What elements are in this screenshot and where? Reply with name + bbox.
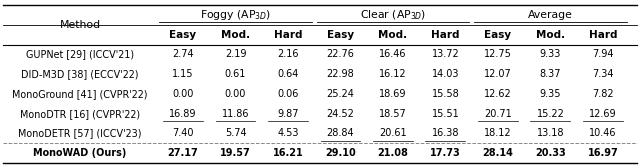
- Text: 19.57: 19.57: [220, 148, 251, 158]
- Text: Method: Method: [60, 20, 100, 30]
- Text: 9.87: 9.87: [277, 109, 299, 119]
- Text: 16.38: 16.38: [432, 128, 459, 138]
- Text: Average: Average: [528, 10, 573, 20]
- Text: Easy: Easy: [327, 30, 354, 40]
- Text: 11.86: 11.86: [222, 109, 249, 119]
- Text: 17.73: 17.73: [430, 148, 461, 158]
- Text: 7.94: 7.94: [592, 49, 614, 59]
- Text: Easy: Easy: [170, 30, 196, 40]
- Text: 4.53: 4.53: [277, 128, 299, 138]
- Text: 16.21: 16.21: [273, 148, 303, 158]
- Text: 16.97: 16.97: [588, 148, 618, 158]
- Text: 0.61: 0.61: [225, 69, 246, 79]
- Text: 18.69: 18.69: [380, 89, 406, 99]
- Text: 22.98: 22.98: [326, 69, 355, 79]
- Text: 0.64: 0.64: [277, 69, 299, 79]
- Text: 7.82: 7.82: [592, 89, 614, 99]
- Text: MonoGround [41] (CVPR'22): MonoGround [41] (CVPR'22): [12, 89, 148, 99]
- Text: 16.89: 16.89: [170, 109, 196, 119]
- Text: MonoDTR [16] (CVPR'22): MonoDTR [16] (CVPR'22): [20, 109, 140, 119]
- Text: 7.34: 7.34: [592, 69, 614, 79]
- Text: Foggy (AP$_{3D}$): Foggy (AP$_{3D}$): [200, 8, 271, 22]
- Text: 0.06: 0.06: [277, 89, 299, 99]
- Text: 14.03: 14.03: [432, 69, 459, 79]
- Text: 24.52: 24.52: [326, 109, 355, 119]
- Text: Clear (AP$_{3D}$): Clear (AP$_{3D}$): [360, 8, 426, 22]
- Text: MonoDETR [57] (ICCV'23): MonoDETR [57] (ICCV'23): [19, 128, 141, 138]
- Text: Hard: Hard: [589, 30, 617, 40]
- Text: Mod.: Mod.: [536, 30, 565, 40]
- Text: 20.33: 20.33: [535, 148, 566, 158]
- Text: 12.69: 12.69: [589, 109, 617, 119]
- Text: MonoWAD (Ours): MonoWAD (Ours): [33, 148, 127, 158]
- Text: 2.16: 2.16: [277, 49, 299, 59]
- Text: 25.24: 25.24: [326, 89, 355, 99]
- Text: 2.19: 2.19: [225, 49, 246, 59]
- Text: 21.08: 21.08: [378, 148, 408, 158]
- Text: 18.12: 18.12: [484, 128, 512, 138]
- Text: 8.37: 8.37: [540, 69, 561, 79]
- Text: 10.46: 10.46: [589, 128, 616, 138]
- Text: 0.00: 0.00: [172, 89, 194, 99]
- Text: 13.18: 13.18: [537, 128, 564, 138]
- Text: 28.84: 28.84: [326, 128, 355, 138]
- Text: 9.33: 9.33: [540, 49, 561, 59]
- Text: 13.72: 13.72: [431, 49, 460, 59]
- Text: 15.22: 15.22: [536, 109, 564, 119]
- Text: 0.00: 0.00: [225, 89, 246, 99]
- Text: 20.61: 20.61: [379, 128, 407, 138]
- Text: Hard: Hard: [431, 30, 460, 40]
- Text: GUPNet [29] (ICCV'21): GUPNet [29] (ICCV'21): [26, 49, 134, 59]
- Text: 5.74: 5.74: [225, 128, 246, 138]
- Text: 12.07: 12.07: [484, 69, 512, 79]
- Text: 29.10: 29.10: [325, 148, 356, 158]
- Text: 20.71: 20.71: [484, 109, 512, 119]
- Text: 15.51: 15.51: [431, 109, 460, 119]
- Text: 28.14: 28.14: [483, 148, 513, 158]
- Text: 15.58: 15.58: [431, 89, 460, 99]
- Text: Mod.: Mod.: [378, 30, 408, 40]
- Text: 7.40: 7.40: [172, 128, 194, 138]
- Text: Mod.: Mod.: [221, 30, 250, 40]
- Text: 18.57: 18.57: [379, 109, 407, 119]
- Text: 16.46: 16.46: [380, 49, 406, 59]
- Text: 22.76: 22.76: [326, 49, 355, 59]
- Text: Easy: Easy: [484, 30, 511, 40]
- Text: 12.75: 12.75: [484, 49, 512, 59]
- Text: DID-M3D [38] (ECCV'22): DID-M3D [38] (ECCV'22): [21, 69, 139, 79]
- Text: 16.12: 16.12: [379, 69, 407, 79]
- Text: 12.62: 12.62: [484, 89, 512, 99]
- Text: 2.74: 2.74: [172, 49, 194, 59]
- Text: 9.35: 9.35: [540, 89, 561, 99]
- Text: 27.17: 27.17: [168, 148, 198, 158]
- Text: 1.15: 1.15: [172, 69, 194, 79]
- Text: Hard: Hard: [274, 30, 302, 40]
